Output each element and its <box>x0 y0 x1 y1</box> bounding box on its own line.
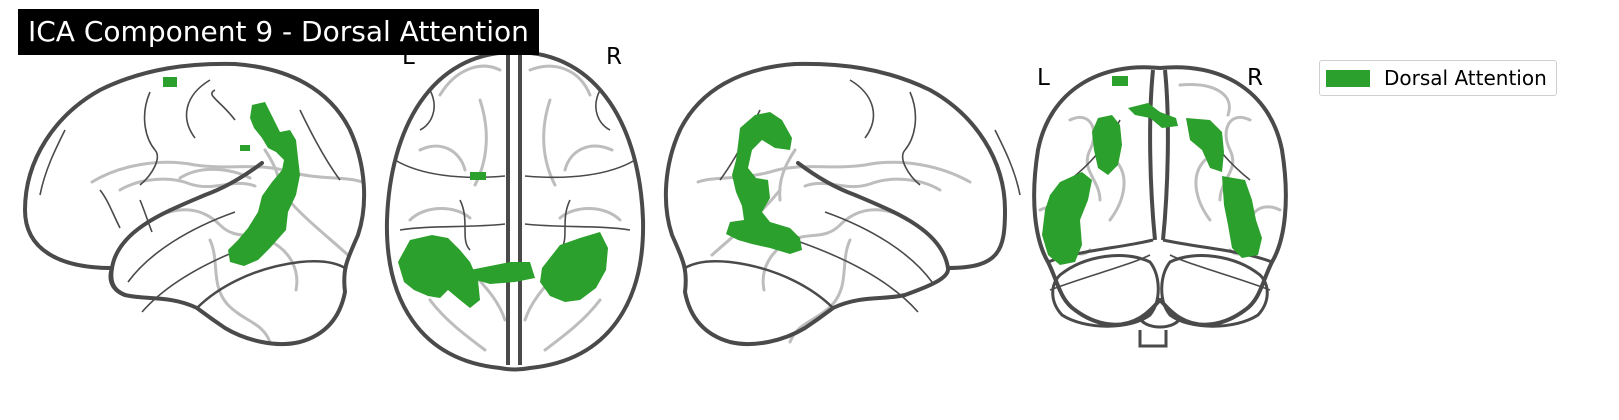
sagittal-left-temporal <box>108 161 264 297</box>
figure-title: ICA Component 9 - Dorsal Attention <box>18 9 539 55</box>
axial-outline <box>384 49 646 372</box>
sagittal-right-network <box>726 112 802 254</box>
axial-thin-lines <box>394 89 636 251</box>
sagittal-right-cerebellum-line <box>684 260 834 309</box>
coronal-orientation-left: L <box>1037 65 1050 91</box>
coronal-midline <box>1148 69 1170 241</box>
coronal-outline <box>1032 65 1288 327</box>
sagittal-left-outline <box>23 61 367 347</box>
sagittal-left-view <box>23 61 367 347</box>
coronal-cerebellum <box>1051 254 1269 348</box>
legend: Dorsal Attention <box>1319 60 1557 96</box>
axial-orientation-right: R <box>606 44 622 70</box>
sagittal-left-thin-lines <box>39 79 341 313</box>
coronal-network <box>1042 76 1262 265</box>
legend-swatch-dorsal-attention <box>1326 69 1370 87</box>
sagittal-left-cerebellum-line <box>196 260 346 309</box>
sagittal-right-temporal <box>796 161 950 270</box>
axial-midline <box>506 55 522 365</box>
axial-orientation-left: L <box>402 44 415 70</box>
sagittal-left-network <box>163 77 300 266</box>
coronal-orientation-right: R <box>1247 65 1263 91</box>
axial-network <box>398 172 608 308</box>
axial-sulci <box>408 64 622 352</box>
legend-label-dorsal-attention: Dorsal Attention <box>1384 66 1547 90</box>
sagittal-right-view <box>663 61 1021 347</box>
sagittal-right-thin-lines <box>719 79 1021 313</box>
sagittal-left-sulci <box>90 148 364 344</box>
axial-view <box>384 49 646 372</box>
coronal-view <box>1032 65 1288 348</box>
